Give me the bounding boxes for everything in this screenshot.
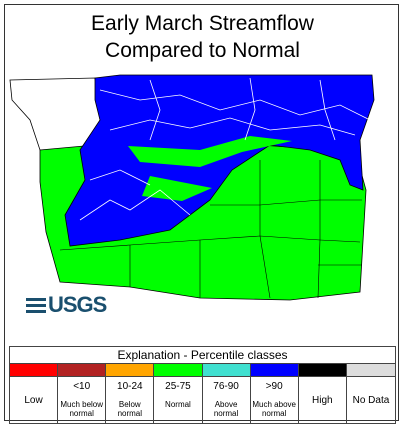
legend-range: 76-90 — [203, 377, 251, 397]
legend-range: 25-75 — [154, 377, 203, 397]
legend-label: Above normal — [203, 397, 251, 423]
river — [99, 89, 371, 121]
river — [319, 79, 336, 141]
title: Early March Streamflow Compared to Norma… — [0, 10, 405, 64]
legend-label: No Data — [352, 394, 390, 406]
county-line — [259, 160, 271, 299]
legend-label: Below normal — [106, 397, 155, 423]
legend-range: 10-24 — [106, 377, 155, 397]
county-line — [210, 199, 362, 206]
map-much-above-region — [64, 74, 375, 247]
legend-range: >90 — [251, 377, 299, 397]
legend: Explanation - Percentile classes Low <10 M… — [9, 346, 396, 424]
river — [109, 117, 356, 136]
map-nodata-region — [9, 77, 101, 151]
legend-range: <10 — [58, 377, 107, 397]
county-line — [317, 160, 321, 299]
legend-swatch — [250, 364, 299, 377]
legend-swatch — [202, 364, 251, 377]
map-normal-band — [128, 136, 292, 167]
county-line — [59, 235, 361, 251]
legend-label: Much above normal — [251, 397, 299, 423]
legend-label: High — [299, 377, 347, 423]
legend-swatch — [154, 364, 203, 377]
legend-heading: Explanation - Percentile classes — [10, 347, 395, 364]
legend-swatch — [58, 364, 107, 377]
map-normal-patch — [142, 176, 212, 201]
legend-swatch — [106, 364, 155, 377]
logo-mark — [26, 298, 46, 313]
legend-label: Normal — [154, 397, 203, 423]
logo-wave — [26, 304, 46, 307]
rivers — [79, 77, 371, 221]
logo-wave — [26, 298, 46, 301]
river — [149, 79, 161, 141]
logo: USGS — [48, 292, 107, 317]
legend-label: Much below normal — [58, 397, 107, 423]
legend-swatch — [346, 364, 395, 377]
map — [9, 74, 375, 313]
legend-grid: Low <10 Much below normal 10-24 Below normal… — [10, 364, 395, 423]
legend-label: Low — [10, 377, 59, 423]
county-lines — [59, 160, 362, 299]
title-line: Compared to Normal — [105, 39, 300, 62]
river — [244, 77, 256, 141]
logo-wave — [26, 310, 46, 313]
title-line: Early March Streamflow — [91, 12, 314, 35]
river — [79, 189, 191, 221]
legend-swatch — [298, 364, 347, 377]
legend-swatch — [10, 364, 59, 377]
river — [89, 169, 151, 186]
